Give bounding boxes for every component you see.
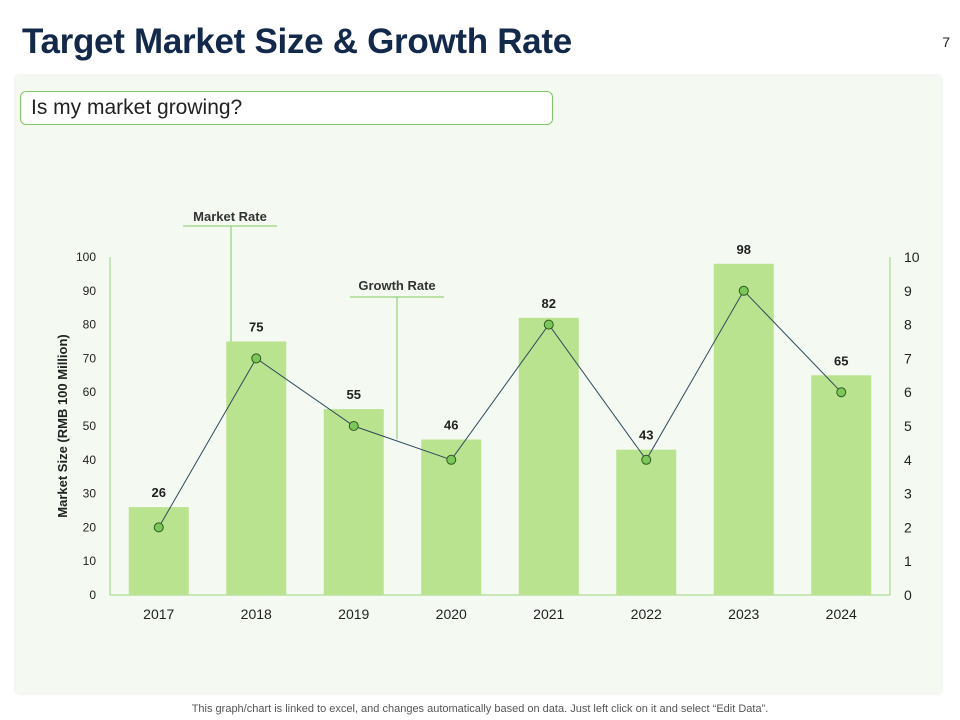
bar-2024 [811, 375, 872, 595]
y-tick-label: 40 [83, 453, 97, 467]
y-tick-label: 70 [83, 351, 97, 365]
y2-tick-label: 0 [904, 587, 912, 603]
y-tick-label: 80 [83, 318, 97, 332]
data-label-2022: 43 [639, 428, 653, 443]
growth-rate-line [158, 289, 842, 528]
bar-2020 [421, 439, 482, 595]
data-label-2020: 46 [444, 418, 458, 433]
x-tick-label: 2019 [338, 606, 369, 622]
y2-tick-label: 4 [904, 452, 912, 468]
data-label-2023: 98 [737, 242, 751, 257]
y2-tick-label: 1 [904, 553, 912, 569]
question-box: Is my market growing? [20, 91, 553, 125]
growth-point-2018 [251, 353, 262, 364]
x-tick-label: 2021 [533, 606, 564, 622]
growth-point-2024 [836, 387, 847, 398]
y-tick-label: 60 [83, 385, 97, 399]
growth-point-2020 [446, 454, 457, 465]
bar-2018 [226, 341, 287, 595]
callout-label-2: Growth Rate [358, 278, 435, 293]
y2-tick-label: 9 [904, 283, 912, 299]
data-label-2019: 55 [347, 387, 361, 402]
bar-2019 [323, 409, 384, 595]
x-tick-label: 2018 [241, 606, 272, 622]
x-tick-label: 2024 [826, 606, 857, 622]
x-tick-label: 2017 [143, 606, 174, 622]
footer-note: This graph/chart is linked to excel, and… [191, 703, 769, 715]
bar-2023 [713, 263, 774, 595]
growth-point-2021 [543, 319, 554, 330]
y2-tick-label: 2 [904, 519, 912, 535]
callout-label-1: Market Rate [193, 209, 267, 224]
growth-point-2023 [738, 285, 749, 296]
data-label-2024: 65 [834, 353, 848, 368]
y2-tick-label: 10 [904, 249, 920, 265]
y2-tick-label: 6 [904, 384, 912, 400]
bar-2022 [616, 449, 677, 595]
growth-point-2017 [153, 522, 164, 533]
y2-tick-label: 8 [904, 317, 912, 333]
y2-tick-label: 7 [904, 350, 912, 366]
y-tick-label: 100 [76, 250, 96, 264]
growth-point-2019 [348, 421, 359, 431]
x-tick-label: 2022 [631, 606, 662, 622]
x-tick-label: 2020 [436, 606, 467, 622]
y-tick-label: 90 [83, 284, 97, 298]
data-label-2017: 26 [152, 485, 166, 500]
y-tick-label: 10 [83, 554, 97, 568]
data-label-2018: 75 [249, 320, 263, 335]
y-axis-title: Market Size (RMB 100 Million) [55, 334, 70, 517]
growth-point-2022 [641, 454, 652, 465]
page-number: 7 [942, 34, 950, 50]
x-tick-label: 2023 [728, 606, 759, 622]
y2-tick-label: 5 [904, 418, 912, 434]
page-title: Target Market Size & Growth Rate [22, 22, 572, 61]
bar-2021 [518, 317, 579, 595]
y-tick-label: 0 [89, 588, 96, 602]
y2-tick-label: 3 [904, 486, 912, 502]
y-tick-label: 50 [83, 419, 97, 433]
bar-2017 [128, 507, 189, 595]
y-tick-label: 30 [83, 487, 97, 501]
data-label-2021: 82 [542, 296, 556, 311]
y-tick-label: 20 [83, 520, 97, 534]
